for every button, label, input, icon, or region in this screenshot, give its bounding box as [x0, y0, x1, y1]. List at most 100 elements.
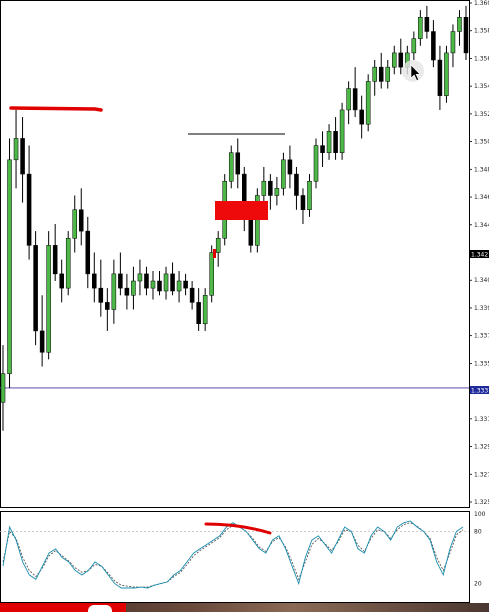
candle-body-bullish [365, 81, 371, 125]
candle-body-bullish [339, 109, 345, 153]
current-price-label-bg [470, 250, 489, 258]
price-tick-label: 1.348 [474, 166, 489, 173]
candle-body-bearish [196, 302, 201, 325]
red-bar-annotation [0, 603, 126, 612]
candle-body-bullish [215, 237, 221, 253]
candle-body-bullish [131, 280, 136, 296]
entry-marker [213, 249, 216, 258]
candle-body-bearish [59, 273, 64, 289]
candle-body-bullish [176, 280, 182, 292]
candle-body-bullish [444, 52, 449, 96]
oscillator-tick-label: 80 [474, 528, 482, 535]
candle-body-bearish [287, 159, 293, 175]
candle-body-bearish [359, 109, 364, 125]
oscillator-tick-label: 100 [474, 511, 486, 518]
oscillator-axis-ticks: 100 80 20 [474, 511, 486, 588]
demand-zone-box [215, 201, 268, 220]
candle-body-bullish [274, 188, 280, 196]
swing-high-annotation [9, 106, 103, 112]
candle-body-bullish [411, 38, 417, 54]
candle-body-bullish [307, 180, 312, 210]
candle-body-bearish [398, 52, 404, 68]
candle-body-bullish [163, 273, 169, 292]
candle-body-bullish [150, 280, 156, 289]
candle-body-bearish [424, 17, 430, 32]
white-tab-shape [88, 605, 112, 612]
price-tick-label: 1.352 [474, 111, 489, 118]
candle-body-bullish [281, 159, 286, 189]
candle-body-bearish [189, 287, 195, 303]
oscillator-tick-label: 20 [474, 581, 482, 588]
price-panel: 1.360 1.358 1.356 1.354 1.352 1.350 1.348 1.346… [0, 0, 489, 508]
candle-body-bullish [13, 138, 19, 161]
candle-body-bullish [346, 88, 351, 111]
candle-body-bearish [98, 287, 104, 303]
candle-body-bullish [457, 17, 462, 32]
candle-body-bearish [92, 273, 97, 289]
candle-body-bullish [372, 66, 377, 82]
candle-body-bearish [118, 273, 123, 289]
price-tick-label: 1.339 [474, 305, 489, 312]
candle-body-bullish [261, 180, 267, 196]
candle-body-bearish [78, 209, 84, 232]
price-tick-label: 1.335 [474, 360, 489, 367]
candle-body-bullish [209, 252, 214, 296]
candle-body-bearish [333, 131, 338, 153]
candle-body-bearish [105, 302, 110, 310]
price-panel-frame [0, 0, 470, 508]
candle-body-bullish [450, 31, 456, 54]
candle-body-bearish [463, 17, 469, 54]
candle-body-bearish [33, 245, 38, 332]
candle-body-bearish [300, 195, 306, 210]
candle-body-bearish [431, 31, 436, 61]
candle-body-bullish [326, 131, 332, 153]
price-tick-label: 1.360 [474, 0, 489, 7]
oscillator-panel: 100 80 20 [0, 511, 486, 603]
candle-body-bullish [46, 245, 51, 353]
candle-body-bearish [85, 230, 91, 275]
price-tick-label: 1.325 [474, 499, 489, 506]
price-tick-label: 1.327 [474, 471, 489, 478]
price-tick-label: 1.337 [474, 333, 489, 340]
candle-body-bullish [202, 295, 208, 325]
taskbar-strip [0, 603, 489, 612]
candle-body-bullish [385, 66, 391, 82]
candle-body-bullish [228, 152, 234, 182]
candle-body-bullish [111, 273, 117, 310]
candle-body-bearish [124, 287, 130, 296]
candle-body-bearish [352, 88, 358, 111]
candle-body-bearish [320, 145, 325, 153]
price-tick-label: 1.350 [474, 139, 489, 146]
price-tick-label: 1.354 [474, 83, 489, 90]
price-tick-label: 1.331 [474, 416, 489, 423]
candle-body-bearish [437, 59, 443, 96]
candle-body-bullish [0, 373, 6, 403]
candle-body-bearish [235, 152, 241, 175]
candle-body-bullish [255, 195, 260, 246]
price-tick-label: 1.356 [474, 55, 489, 62]
candle-body-bearish [248, 216, 254, 246]
horizontal-level-label: 1.333 [471, 388, 488, 395]
candle-body-bullish [65, 237, 71, 289]
mouse-cursor-icon [402, 60, 424, 82]
divergence-annotation [204, 522, 272, 535]
candle-body-bearish [39, 330, 45, 353]
candle-body-bullish [418, 17, 423, 39]
candle-body-bullish [7, 159, 12, 374]
candle-body-bullish [72, 209, 78, 239]
candle-body-bullish [313, 145, 319, 182]
candle-body-bearish [183, 280, 188, 289]
candle-body-bullish [391, 52, 397, 68]
price-tick-label: 1.340 [474, 277, 489, 284]
price-tick-label: 1.329 [474, 444, 489, 451]
price-tick-label: 1.344 [474, 222, 489, 229]
candle-body-bearish [26, 173, 32, 246]
candle-body-bearish [294, 173, 299, 196]
candle-body-bullish [137, 273, 143, 282]
candle-body-bearish [378, 66, 384, 82]
candle-body-bearish [157, 280, 162, 292]
candle-body-bearish [144, 273, 149, 289]
candle-body-bearish [170, 273, 175, 292]
price-tick-label: 1.358 [474, 28, 489, 35]
